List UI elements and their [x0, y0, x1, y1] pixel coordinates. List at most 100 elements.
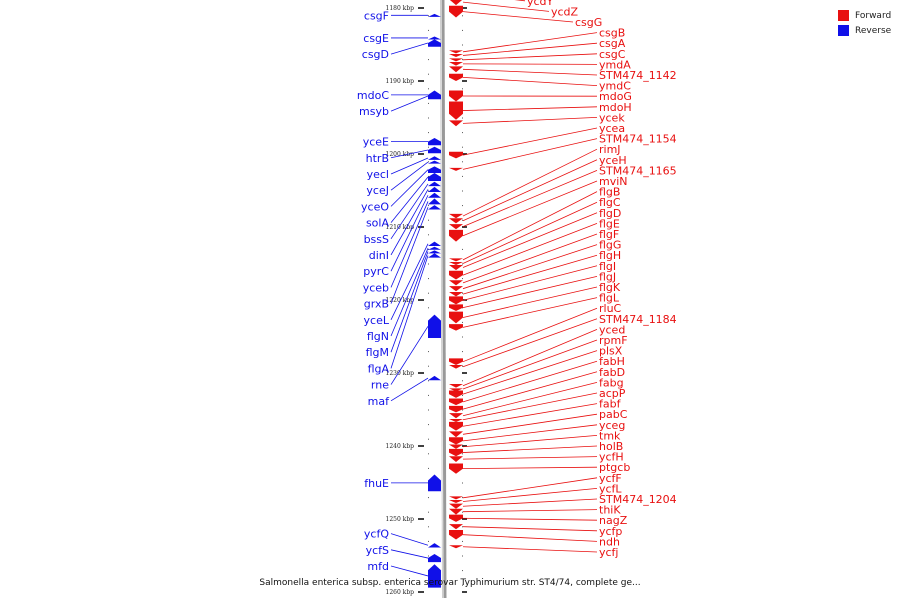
reverse-gene-label[interactable]: pyrC [363, 265, 389, 278]
forward-gene-label[interactable]: rluC [599, 302, 622, 315]
reverse-gene-label[interactable]: yceJ [366, 184, 389, 197]
reverse-gene-label[interactable]: grxB [364, 298, 389, 311]
forward-gene-label[interactable]: flgH [599, 249, 621, 262]
forward-gene-label[interactable]: STM474_1154 [599, 133, 677, 146]
forward-gene-label[interactable]: fabf [599, 398, 622, 411]
reverse-leader [390, 189, 429, 256]
reverse-gene-label[interactable]: ycfQ [364, 528, 389, 541]
reverse-gene-label[interactable]: maf [368, 395, 390, 408]
reverse-gene-label[interactable]: csgD [362, 48, 389, 61]
reverse-gene-label[interactable]: flgN [367, 330, 389, 343]
forward-gene-fabH [449, 398, 463, 406]
forward-gene-label[interactable]: ycea [599, 122, 625, 135]
reverse-gene-label[interactable]: msyb [359, 105, 389, 118]
minor-tick [428, 234, 429, 236]
forward-gene-label[interactable]: ptgcb [599, 461, 630, 474]
forward-gene-label[interactable]: nagZ [599, 514, 628, 527]
reverse-gene-label[interactable]: yceb [363, 281, 389, 294]
forward-gene-label[interactable]: mviN [599, 175, 628, 188]
minor-tick [462, 248, 463, 250]
forward-gene-label[interactable]: flgE [599, 217, 620, 230]
forward-gene-label[interactable]: ycfL [599, 482, 622, 495]
reverse-gene-label[interactable]: flgM [366, 346, 389, 359]
forward-gene-label[interactable]: STM474_1142 [599, 69, 677, 82]
forward-gene-label[interactable]: flgG [599, 239, 621, 252]
forward-gene-flgL [449, 324, 463, 331]
reverse-gene-label[interactable]: bssS [364, 233, 389, 246]
forward-gene-label[interactable]: STM474_1184 [599, 313, 677, 326]
forward-gene-label[interactable]: acpP [599, 387, 626, 400]
forward-gene-label[interactable]: holB [599, 440, 623, 453]
forward-gene-label[interactable]: thiK [599, 504, 621, 517]
forward-gene-label[interactable]: yced [599, 323, 625, 336]
forward-gene-label[interactable]: flgJ [599, 270, 616, 283]
minor-tick [428, 248, 429, 250]
forward-gene-label[interactable]: flgC [599, 196, 621, 209]
forward-gene-label[interactable]: csgB [599, 27, 625, 40]
reverse-gene-label[interactable]: yecl [367, 168, 389, 181]
reverse-gene-label[interactable]: csgE [363, 32, 389, 45]
reverse-gene-label[interactable]: mfd [367, 560, 389, 573]
reverse-gene-flgN [428, 246, 441, 250]
forward-gene-label[interactable]: yceg [599, 419, 625, 432]
forward-gene-label[interactable]: pabC [599, 408, 628, 421]
reverse-gene-label[interactable]: yceE [363, 136, 389, 149]
reverse-gene-flgA [428, 253, 441, 258]
forward-gene-label[interactable]: STM474_1204 [599, 493, 677, 506]
forward-gene-label[interactable]: flgB [599, 186, 620, 199]
reverse-gene-label[interactable]: flgA [368, 362, 390, 375]
forward-gene-label[interactable]: mdoH [599, 101, 632, 114]
forward-gene-label[interactable]: fabD [599, 366, 625, 379]
forward-gene-fabg [449, 413, 463, 419]
minor-tick [462, 263, 463, 265]
forward-gene-label[interactable]: rimJ [599, 143, 621, 156]
forward-gene-label[interactable]: flgI [599, 260, 616, 273]
reverse-gene-label[interactable]: yceL [364, 314, 390, 327]
forward-gene-label[interactable]: tmk [599, 429, 621, 442]
forward-gene-label[interactable]: yceH [599, 154, 627, 167]
forward-gene-label[interactable]: ndh [599, 535, 620, 548]
forward-gene-label[interactable]: flgK [599, 281, 621, 294]
reverse-gene-label[interactable]: solA [366, 217, 390, 230]
reverse-gene-label[interactable]: ycfS [366, 544, 389, 557]
forward-gene-label[interactable]: fabH [599, 355, 625, 368]
forward-gene-label[interactable]: ycfF [599, 472, 622, 485]
forward-gene-csgB [449, 50, 463, 54]
forward-gene-label[interactable]: rpmF [599, 334, 628, 347]
reverse-gene-label[interactable]: fhuE [364, 477, 389, 490]
reverse-gene-label[interactable]: csgF [364, 9, 389, 22]
forward-gene-label[interactable]: ycfp [599, 525, 622, 538]
forward-leader [462, 350, 598, 395]
forward-leader [462, 223, 598, 276]
forward-gene-label[interactable]: ycek [599, 111, 625, 124]
reverse-gene-label[interactable]: rne [371, 379, 389, 392]
reverse-gene-label[interactable]: yceO [361, 200, 389, 213]
forward-gene-ycfH [449, 456, 463, 463]
forward-gene-label[interactable]: ycfH [599, 451, 624, 464]
genome-backbone [440, 0, 447, 599]
forward-gene-label[interactable]: csgG [575, 16, 602, 29]
forward-gene-label[interactable]: STM474_1165 [599, 164, 677, 177]
forward-gene-label[interactable]: csgC [599, 48, 626, 61]
forward-gene-label[interactable]: ymdC [599, 80, 631, 93]
forward-gene-label[interactable]: csgA [599, 37, 626, 50]
forward-gene-label[interactable]: mdoG [599, 90, 632, 103]
forward-leader [462, 286, 598, 318]
forward-leader [462, 212, 598, 268]
forward-gene-label[interactable]: flgD [599, 207, 621, 220]
forward-gene-label[interactable]: ymdA [599, 58, 631, 71]
forward-gene-ycfF [449, 496, 463, 500]
forward-gene-label[interactable]: ycdY [527, 0, 554, 8]
forward-gene-label[interactable]: ycfj [599, 546, 619, 559]
reverse-gene-label[interactable]: dinI [369, 249, 389, 262]
strand-legend: Forward Reverse [838, 8, 891, 38]
forward-gene-label[interactable]: fabg [599, 376, 624, 389]
forward-gene-label[interactable]: ycdZ [551, 5, 579, 18]
forward-gene-label[interactable]: flgF [599, 228, 619, 241]
reverse-gene-label[interactable]: htrB [366, 152, 389, 165]
forward-gene-label[interactable]: plsX [599, 345, 623, 358]
gene-labels: csgF csgE csgD mdoC msyb yceE htrB yecl yceJ yceO… [357, 0, 677, 577]
forward-gene-label[interactable]: flgL [599, 292, 620, 305]
reverse-gene-label[interactable]: mdoC [357, 89, 389, 102]
